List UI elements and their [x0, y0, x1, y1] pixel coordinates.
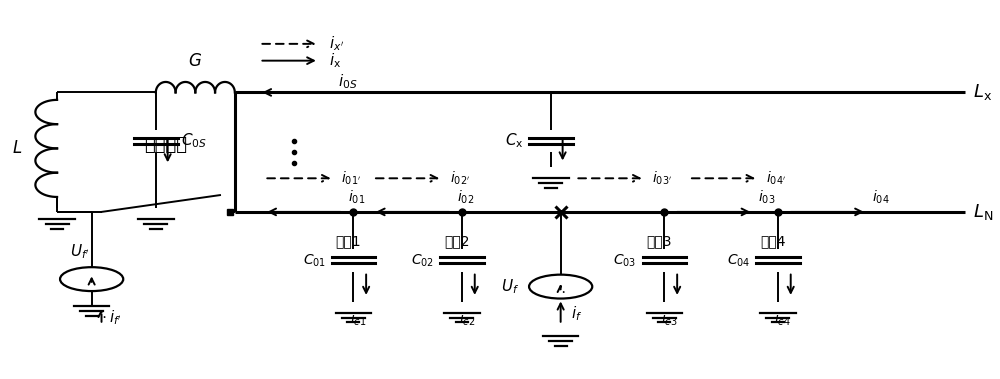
- Text: $i_{x'}$: $i_{x'}$: [329, 34, 344, 53]
- Text: $i_{04}$: $i_{04}$: [872, 188, 889, 206]
- Text: $C_{04}$: $C_{04}$: [727, 252, 750, 269]
- Text: $i_{03}$: $i_{03}$: [758, 188, 776, 206]
- Text: $i_{c3}$: $i_{c3}$: [661, 311, 678, 328]
- Text: $C_{03}$: $C_{03}$: [613, 252, 637, 269]
- Text: 测点1: 测点1: [336, 234, 361, 248]
- Text: $C_{02}$: $C_{02}$: [411, 252, 434, 269]
- Text: $i_{c2}$: $i_{c2}$: [459, 311, 475, 328]
- Text: 测点2: 测点2: [444, 234, 470, 248]
- Text: $C_{01}$: $C_{01}$: [303, 252, 326, 269]
- Text: $i_{03'}$: $i_{03'}$: [652, 169, 673, 187]
- Text: $i_{\rm x}$: $i_{\rm x}$: [329, 51, 341, 70]
- Text: $U_{f'}$: $U_{f'}$: [70, 243, 90, 261]
- Text: $i_{c1}$: $i_{c1}$: [350, 311, 366, 328]
- Text: $i_{01'}$: $i_{01'}$: [341, 169, 362, 187]
- Text: 测点3: 测点3: [647, 234, 672, 248]
- Text: $C_{\rm x}$: $C_{\rm x}$: [505, 132, 523, 150]
- Text: $i_{01}$: $i_{01}$: [348, 188, 366, 206]
- Text: $i_{04'}$: $i_{04'}$: [766, 169, 786, 187]
- Text: $i_f$: $i_f$: [571, 304, 582, 323]
- Text: 快速开关: 快速开关: [144, 136, 187, 154]
- Text: $L$: $L$: [12, 139, 23, 157]
- Text: $i_{02}$: $i_{02}$: [457, 188, 474, 206]
- Text: $U_f$: $U_f$: [501, 277, 519, 296]
- Text: $L_{\rm N}$: $L_{\rm N}$: [973, 202, 994, 222]
- Text: 测点4: 测点4: [760, 234, 786, 248]
- Text: $i_{f'}$: $i_{f'}$: [109, 308, 122, 327]
- Text: $C_{0S}$: $C_{0S}$: [181, 132, 206, 150]
- Text: $i_{02'}$: $i_{02'}$: [450, 169, 470, 187]
- Text: $i_{c4}$: $i_{c4}$: [774, 311, 791, 328]
- Text: $G$: $G$: [188, 52, 202, 70]
- Text: $L_{\rm x}$: $L_{\rm x}$: [973, 82, 992, 102]
- Text: $i_{0S}$: $i_{0S}$: [338, 72, 358, 91]
